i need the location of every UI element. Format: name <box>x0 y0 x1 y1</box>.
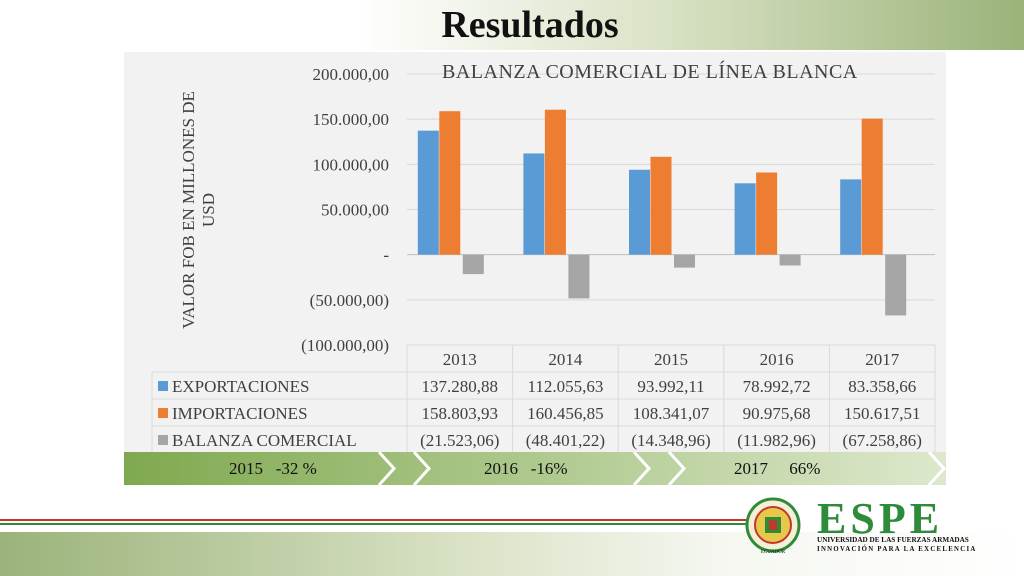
timeline-item-2016: 2016 -16% <box>484 452 568 485</box>
footer-divider <box>0 519 760 525</box>
legend-swatch-exportaciones <box>158 381 168 391</box>
y-axis-label-line2: USD <box>199 193 218 227</box>
bar-balanza-comercial-2016 <box>779 254 801 266</box>
bar-chart: 200.000,00 150.000,00 100.000,00 50.000,00 -… <box>151 60 936 454</box>
category-label: 2014 <box>548 350 583 369</box>
timeline-year: 2016 <box>484 459 518 478</box>
timeline-strip: 2015 -32 % 2016 -16% 2017 66% <box>124 450 947 487</box>
data-label: 108.341,07 <box>633 404 710 423</box>
legend-label: EXPORTACIONES <box>172 377 309 396</box>
y-tick-label: - <box>383 246 389 265</box>
legend-label: IMPORTACIONES <box>172 404 308 423</box>
category-label: 2017 <box>865 350 900 369</box>
bar-exportaciones-2013 <box>417 130 439 255</box>
bar-exportaciones-2017 <box>840 179 862 255</box>
university-seal-icon: ECUADOR ESPE UNIVERSIDAD DE LAS FUERZAS … <box>745 494 977 555</box>
bar-balanza-comercial-2015 <box>674 254 695 268</box>
timeline-change: -16% <box>530 459 568 478</box>
legend-swatch-balanza-comercial <box>158 435 168 445</box>
data-label: (21.523,06) <box>420 431 499 450</box>
data-label: (14.348,96) <box>631 431 710 450</box>
bar-importaciones-2017 <box>861 118 883 255</box>
bar-exportaciones-2015 <box>629 169 650 255</box>
y-tick-label: 150.000,00 <box>313 110 390 129</box>
bar-exportaciones-2016 <box>734 183 756 255</box>
category-label: 2016 <box>760 350 794 369</box>
data-label: (11.982,96) <box>737 431 816 450</box>
data-label: 93.992,11 <box>637 377 704 396</box>
data-label: 78.992,72 <box>743 377 811 396</box>
data-label: 83.358,66 <box>848 377 916 396</box>
bar-importaciones-2015 <box>650 156 672 255</box>
data-label: 137.280,88 <box>422 377 499 396</box>
data-label: 90.975,68 <box>743 404 811 423</box>
chart-title: BALANZA COMERCIAL DE LÍNEA BLANCA <box>442 60 858 83</box>
y-tick-label: (100.000,00) <box>301 336 389 355</box>
slide-title: Resultados <box>441 4 619 46</box>
footer-band <box>0 532 1024 576</box>
y-tick-label: 100.000,00 <box>313 155 390 174</box>
data-label: 160.456,85 <box>527 404 604 423</box>
y-tick-label: 50.000,00 <box>321 201 389 220</box>
bar-importaciones-2013 <box>439 111 461 255</box>
bar-balanza-comercial-2017 <box>885 254 907 316</box>
bar-balanza-comercial-2013 <box>462 254 484 275</box>
timeline-change: 66% <box>789 459 821 478</box>
brand-wordmark: ESPE <box>817 494 943 543</box>
data-label: (67.258,86) <box>843 431 922 450</box>
title-band <box>0 0 1024 50</box>
data-label: 158.803,93 <box>422 404 499 423</box>
category-label: 2013 <box>443 350 477 369</box>
y-tick-label: 200.000,00 <box>313 65 390 84</box>
bar-exportaciones-2014 <box>523 153 545 255</box>
data-label: 112.055,63 <box>527 377 603 396</box>
timeline-year: 2015 <box>229 459 263 478</box>
university-name: UNIVERSIDAD DE LAS FUERZAS ARMADAS <box>817 536 969 544</box>
data-label: 150.617,51 <box>844 404 921 423</box>
legend-label: BALANZA COMERCIAL <box>172 431 357 450</box>
y-axis-label-line1: VALOR FOB EN MILLONES DE <box>179 91 198 329</box>
y-tick-label: (50.000,00) <box>310 291 389 310</box>
bar-importaciones-2014 <box>544 109 566 255</box>
category-label: 2015 <box>654 350 688 369</box>
timeline-arrows <box>124 450 947 487</box>
timeline-year: 2017 <box>734 459 768 478</box>
espe-logo: ECUADOR ESPE UNIVERSIDAD DE LAS FUERZAS … <box>745 493 1020 555</box>
bar-importaciones-2016 <box>756 172 778 255</box>
timeline-item-2017: 2017 66% <box>734 452 820 485</box>
seal-caption: ECUADOR <box>761 550 786 555</box>
timeline-item-2015: 2015 -32 % <box>229 452 317 485</box>
timeline-change: -32 % <box>275 459 317 478</box>
data-label: (48.401,22) <box>526 431 605 450</box>
chart-panel: 200.000,00 150.000,00 100.000,00 50.000,00 -… <box>124 52 946 454</box>
university-motto: INNOVACIÓN PARA LA EXCELENCIA <box>817 545 977 553</box>
legend-swatch-importaciones <box>158 408 168 418</box>
bar-balanza-comercial-2014 <box>568 254 590 299</box>
